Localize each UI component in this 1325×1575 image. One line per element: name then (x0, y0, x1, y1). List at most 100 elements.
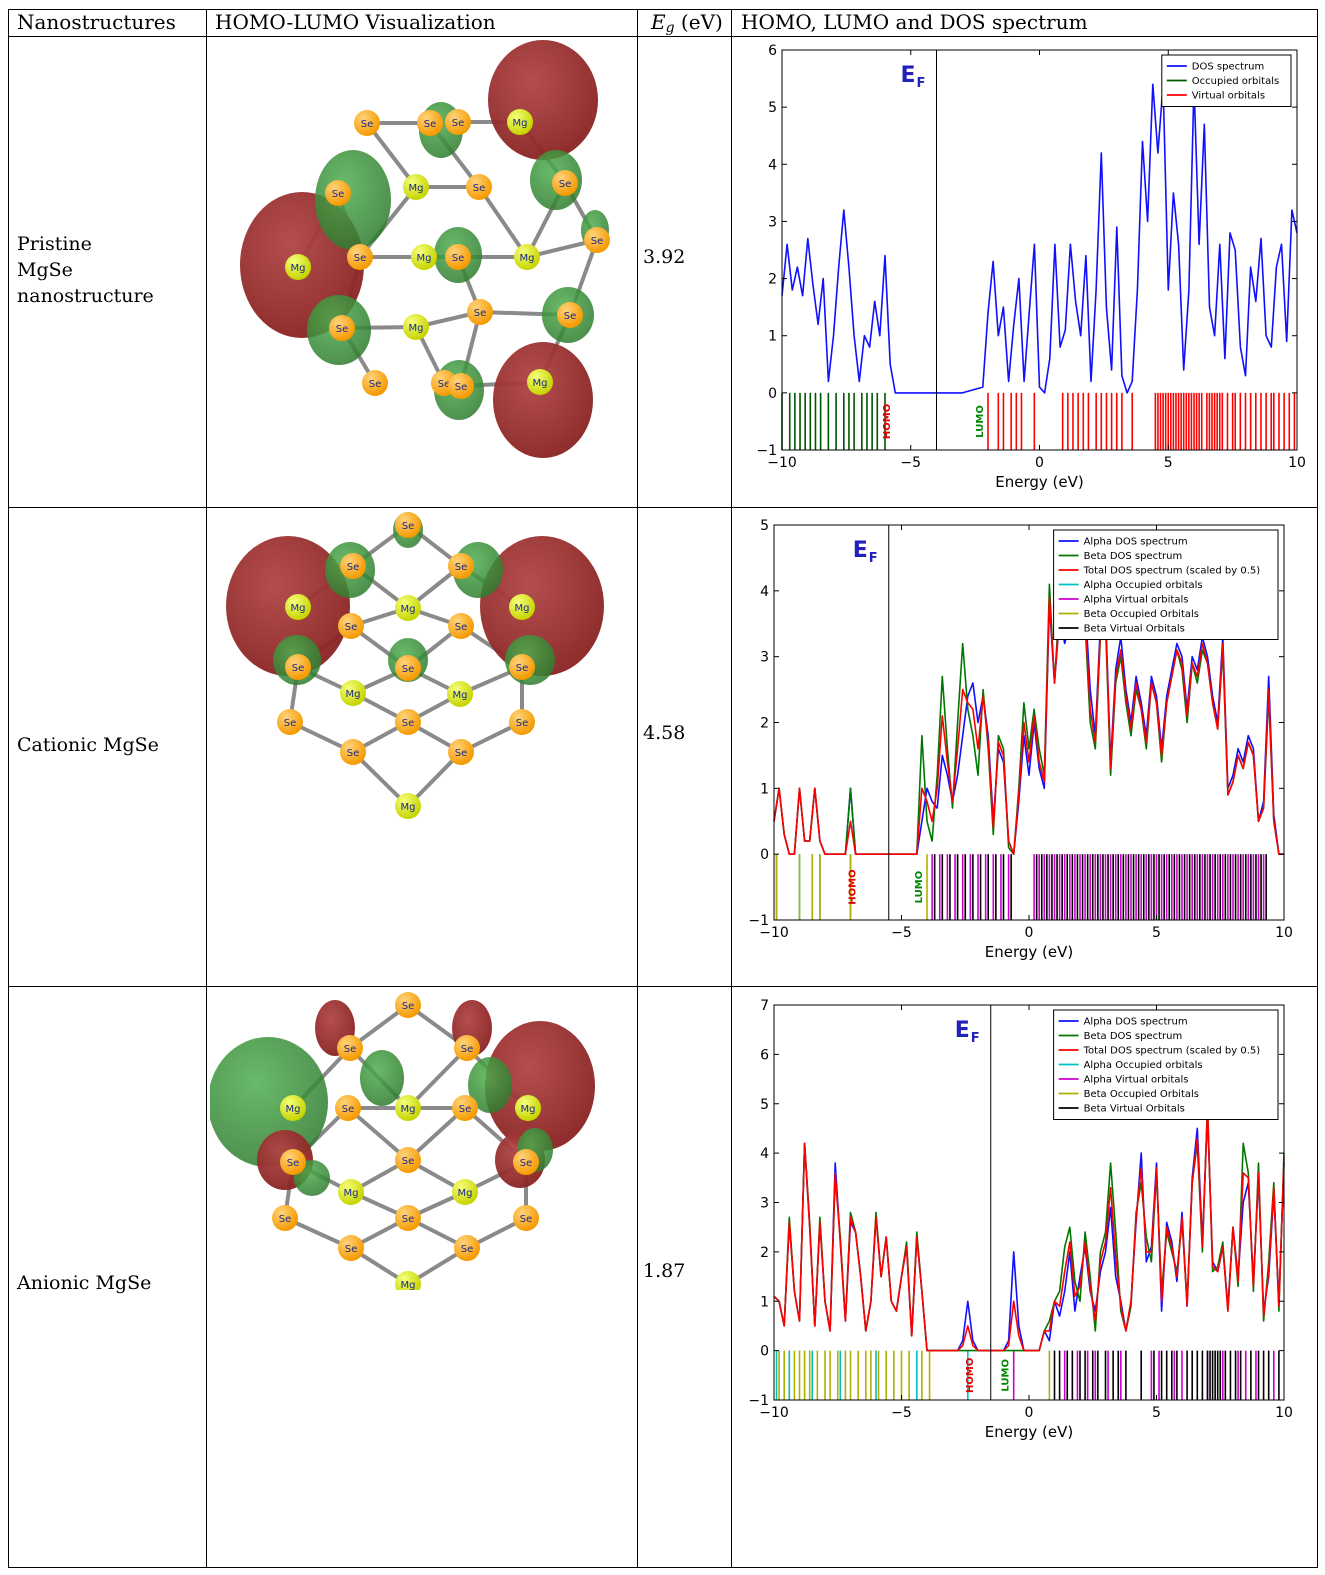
orbital-lobe-red (488, 40, 598, 160)
y-tick-label: 4 (760, 1146, 769, 1162)
legend-label: Beta Occupied Orbitals (1084, 609, 1199, 620)
mg-atom (447, 681, 473, 707)
mg-atom (285, 594, 311, 620)
y-tick-label: 1 (760, 1294, 769, 1310)
se-atom-label: Se (455, 622, 468, 633)
mg-atom (403, 174, 429, 200)
mg-atom-label: Mg (291, 263, 306, 274)
table-row-divider (8, 986, 1318, 987)
se-atom-label: Se (474, 308, 487, 319)
mg-atom-label: Mg (417, 253, 432, 264)
se-atom (395, 512, 421, 538)
legend-box (1053, 529, 1279, 640)
dos-curve (773, 596, 1284, 856)
se-atom (395, 992, 421, 1018)
fermi-subscript: F (971, 1031, 980, 1046)
table-col-divider (206, 9, 207, 1568)
legend-label: Beta Occupied Orbitals (1084, 1089, 1199, 1100)
se-atom-label: Se (369, 379, 382, 390)
y-tick-label: 2 (768, 272, 777, 288)
fermi-label: E (901, 63, 916, 88)
row-2-gap: 4.58 (643, 722, 686, 744)
y-tick-label: 4 (760, 584, 769, 600)
se-atom-label: Se (520, 1158, 533, 1169)
y-tick-label: 2 (760, 1245, 769, 1261)
se-atom (362, 370, 388, 396)
y-tick-label: 5 (760, 1097, 769, 1113)
se-atom-label: Se (459, 1104, 472, 1115)
x-tick-label: −5 (891, 925, 912, 941)
mg-atom (395, 1095, 421, 1121)
mg-atom-label: Mg (291, 603, 306, 614)
x-tick-label: 0 (1035, 455, 1044, 471)
header-visualization: HOMO-LUMO Visualization (215, 10, 496, 34)
orbital-lobe-red (485, 1021, 595, 1151)
mg-atom-label: Mg (286, 1104, 301, 1115)
se-atom-label: Se (402, 718, 415, 729)
se-atom (557, 302, 583, 328)
molecule-pristine-image: Se Se Se Mg Mg Se Se Se Se Se Mg Mg Se Mg Se Mg Se Se Se Se… (240, 40, 610, 458)
se-atom-label: Se (292, 663, 305, 674)
y-tick-label: 1 (768, 329, 777, 345)
row-1-label-line: nanostructure (17, 285, 154, 307)
se-atom-label: Se (402, 664, 415, 675)
y-tick-label: 2 (760, 716, 769, 732)
dos-curve (773, 1107, 1285, 1352)
y-tick-label: 6 (768, 43, 777, 59)
y-tick-label: 0 (760, 847, 769, 863)
mg-atom-label: Mg (533, 378, 548, 389)
se-atom-label: Se (559, 179, 572, 190)
legend-label: Alpha Occupied orbitals (1084, 1060, 1203, 1071)
mg-atom (509, 594, 535, 620)
legend-label: Beta Virtual Orbitals (1084, 1104, 1185, 1115)
x-tick-label: 0 (1025, 925, 1034, 941)
dos-curve (781, 83, 1298, 394)
se-atom-label: Se (455, 748, 468, 759)
mg-atom (395, 793, 421, 819)
row-2-label: Cationic MgSe (17, 734, 159, 756)
se-atom (448, 373, 474, 399)
mg-atom-label: Mg (458, 1188, 473, 1199)
se-atom-label: Se (354, 253, 367, 264)
mg-atom (411, 244, 437, 270)
y-tick-label: 5 (760, 518, 769, 534)
se-atom (395, 1205, 421, 1231)
legend-label: Virtual orbitals (1192, 91, 1265, 102)
orbital-lobe-green (360, 1050, 404, 1106)
legend-label: Alpha Occupied orbitals (1084, 580, 1203, 591)
table-border-right (1317, 9, 1318, 1568)
legend-label: Beta Virtual Orbitals (1084, 624, 1185, 635)
x-tick-label: −10 (759, 1405, 789, 1421)
homo-label: HOMO (965, 1358, 976, 1393)
x-tick-label: −5 (900, 455, 921, 471)
x-tick-label: −10 (759, 925, 789, 941)
y-tick-label: 3 (768, 214, 777, 230)
mg-atom (285, 254, 311, 280)
legend-label: DOS spectrum (1192, 62, 1264, 73)
bond (365, 121, 418, 189)
se-atom (340, 553, 366, 579)
header-spectrum: HOMO, LUMO and DOS spectrum (741, 10, 1088, 34)
gap-symbol: E (651, 10, 666, 34)
se-atom (395, 655, 421, 681)
mg-atom (280, 1095, 306, 1121)
se-atom-label: Se (520, 1214, 533, 1225)
row-1-gap: 3.92 (643, 246, 686, 268)
se-atom-label: Se (438, 379, 451, 390)
se-atom (335, 1095, 361, 1121)
mg-atom-label: Mg (401, 604, 416, 615)
mg-atom-label: Mg (513, 118, 528, 129)
x-tick-label: −10 (767, 455, 797, 471)
se-atom-label: Se (402, 1001, 415, 1012)
se-atom-label: Se (591, 236, 604, 247)
se-atom (513, 1205, 539, 1231)
homo-label: HOMO (848, 869, 859, 904)
se-atom (509, 654, 535, 680)
legend-label: Occupied orbitals (1192, 76, 1279, 87)
se-atom (552, 170, 578, 196)
se-atom (445, 109, 471, 135)
y-tick-label: 6 (760, 1047, 769, 1063)
se-atom-label: Se (402, 1214, 415, 1225)
